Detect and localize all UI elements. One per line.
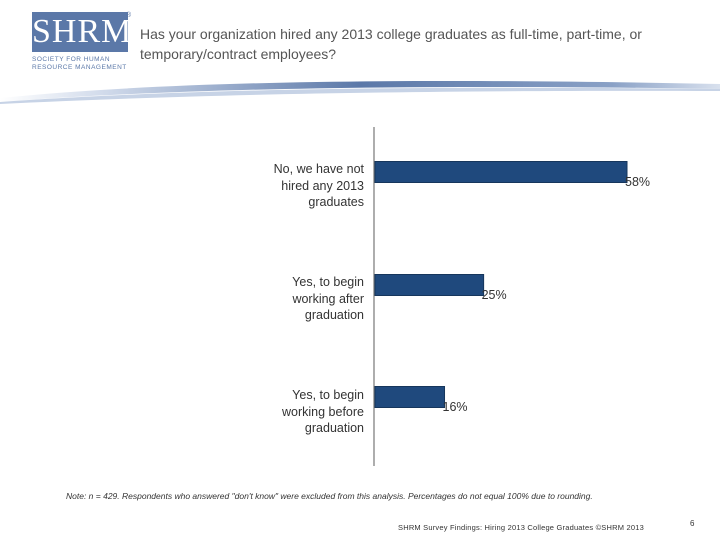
page-number: 6 — [690, 519, 695, 528]
category-label-0-line-1: hired any 2013 — [281, 178, 364, 193]
bar-series — [374, 161, 628, 408]
category-label-2-line-0: Yes, to begin — [292, 388, 364, 402]
category-label-0: No, we have not hired any 2013 graduates — [224, 161, 364, 211]
data-label-1: 25% — [482, 288, 507, 302]
shrm-logo: SHRM ® SOCIETY FOR HUMAN RESOURCE MANAGE… — [30, 12, 132, 86]
category-label-1-line-2: graduation — [304, 308, 364, 322]
header-swoosh-decoration — [0, 80, 720, 104]
logo-tagline-line2: RESOURCE MANAGEMENT — [32, 64, 127, 71]
category-label-2: Yes, to begin working before graduation — [224, 387, 364, 437]
data-labels: 58% 25% 16% — [443, 175, 651, 414]
registered-mark: ® — [126, 12, 132, 19]
slide-title: Has your organization hired any 2013 col… — [140, 26, 642, 62]
category-label-0-line-2: graduates — [308, 195, 364, 209]
data-label-2: 16% — [443, 400, 468, 414]
category-label-2-line-1: working before — [282, 404, 364, 419]
chart-note: Note: n = 429. Respondents who answered … — [66, 491, 593, 501]
category-label-1: Yes, to begin working after graduation — [224, 274, 364, 324]
category-label-1-line-1: working after — [292, 291, 364, 306]
bar-2 — [374, 386, 446, 408]
logo-tagline: SOCIETY FOR HUMAN RESOURCE MANAGEMENT — [32, 56, 132, 72]
data-label-0: 58% — [625, 175, 650, 189]
category-label-0-line-0: No, we have not — [273, 162, 364, 176]
bar-1 — [374, 274, 485, 296]
logo-wordmark: SHRM — [32, 12, 133, 52]
bar-0 — [374, 161, 628, 183]
footer-source: SHRM Survey Findings: Hiring 2013 Colleg… — [398, 523, 644, 532]
category-label-2-line-2: graduation — [304, 421, 364, 435]
logo-tagline-line1: SOCIETY FOR HUMAN — [32, 56, 111, 63]
category-label-1-line-0: Yes, to begin — [292, 275, 364, 289]
